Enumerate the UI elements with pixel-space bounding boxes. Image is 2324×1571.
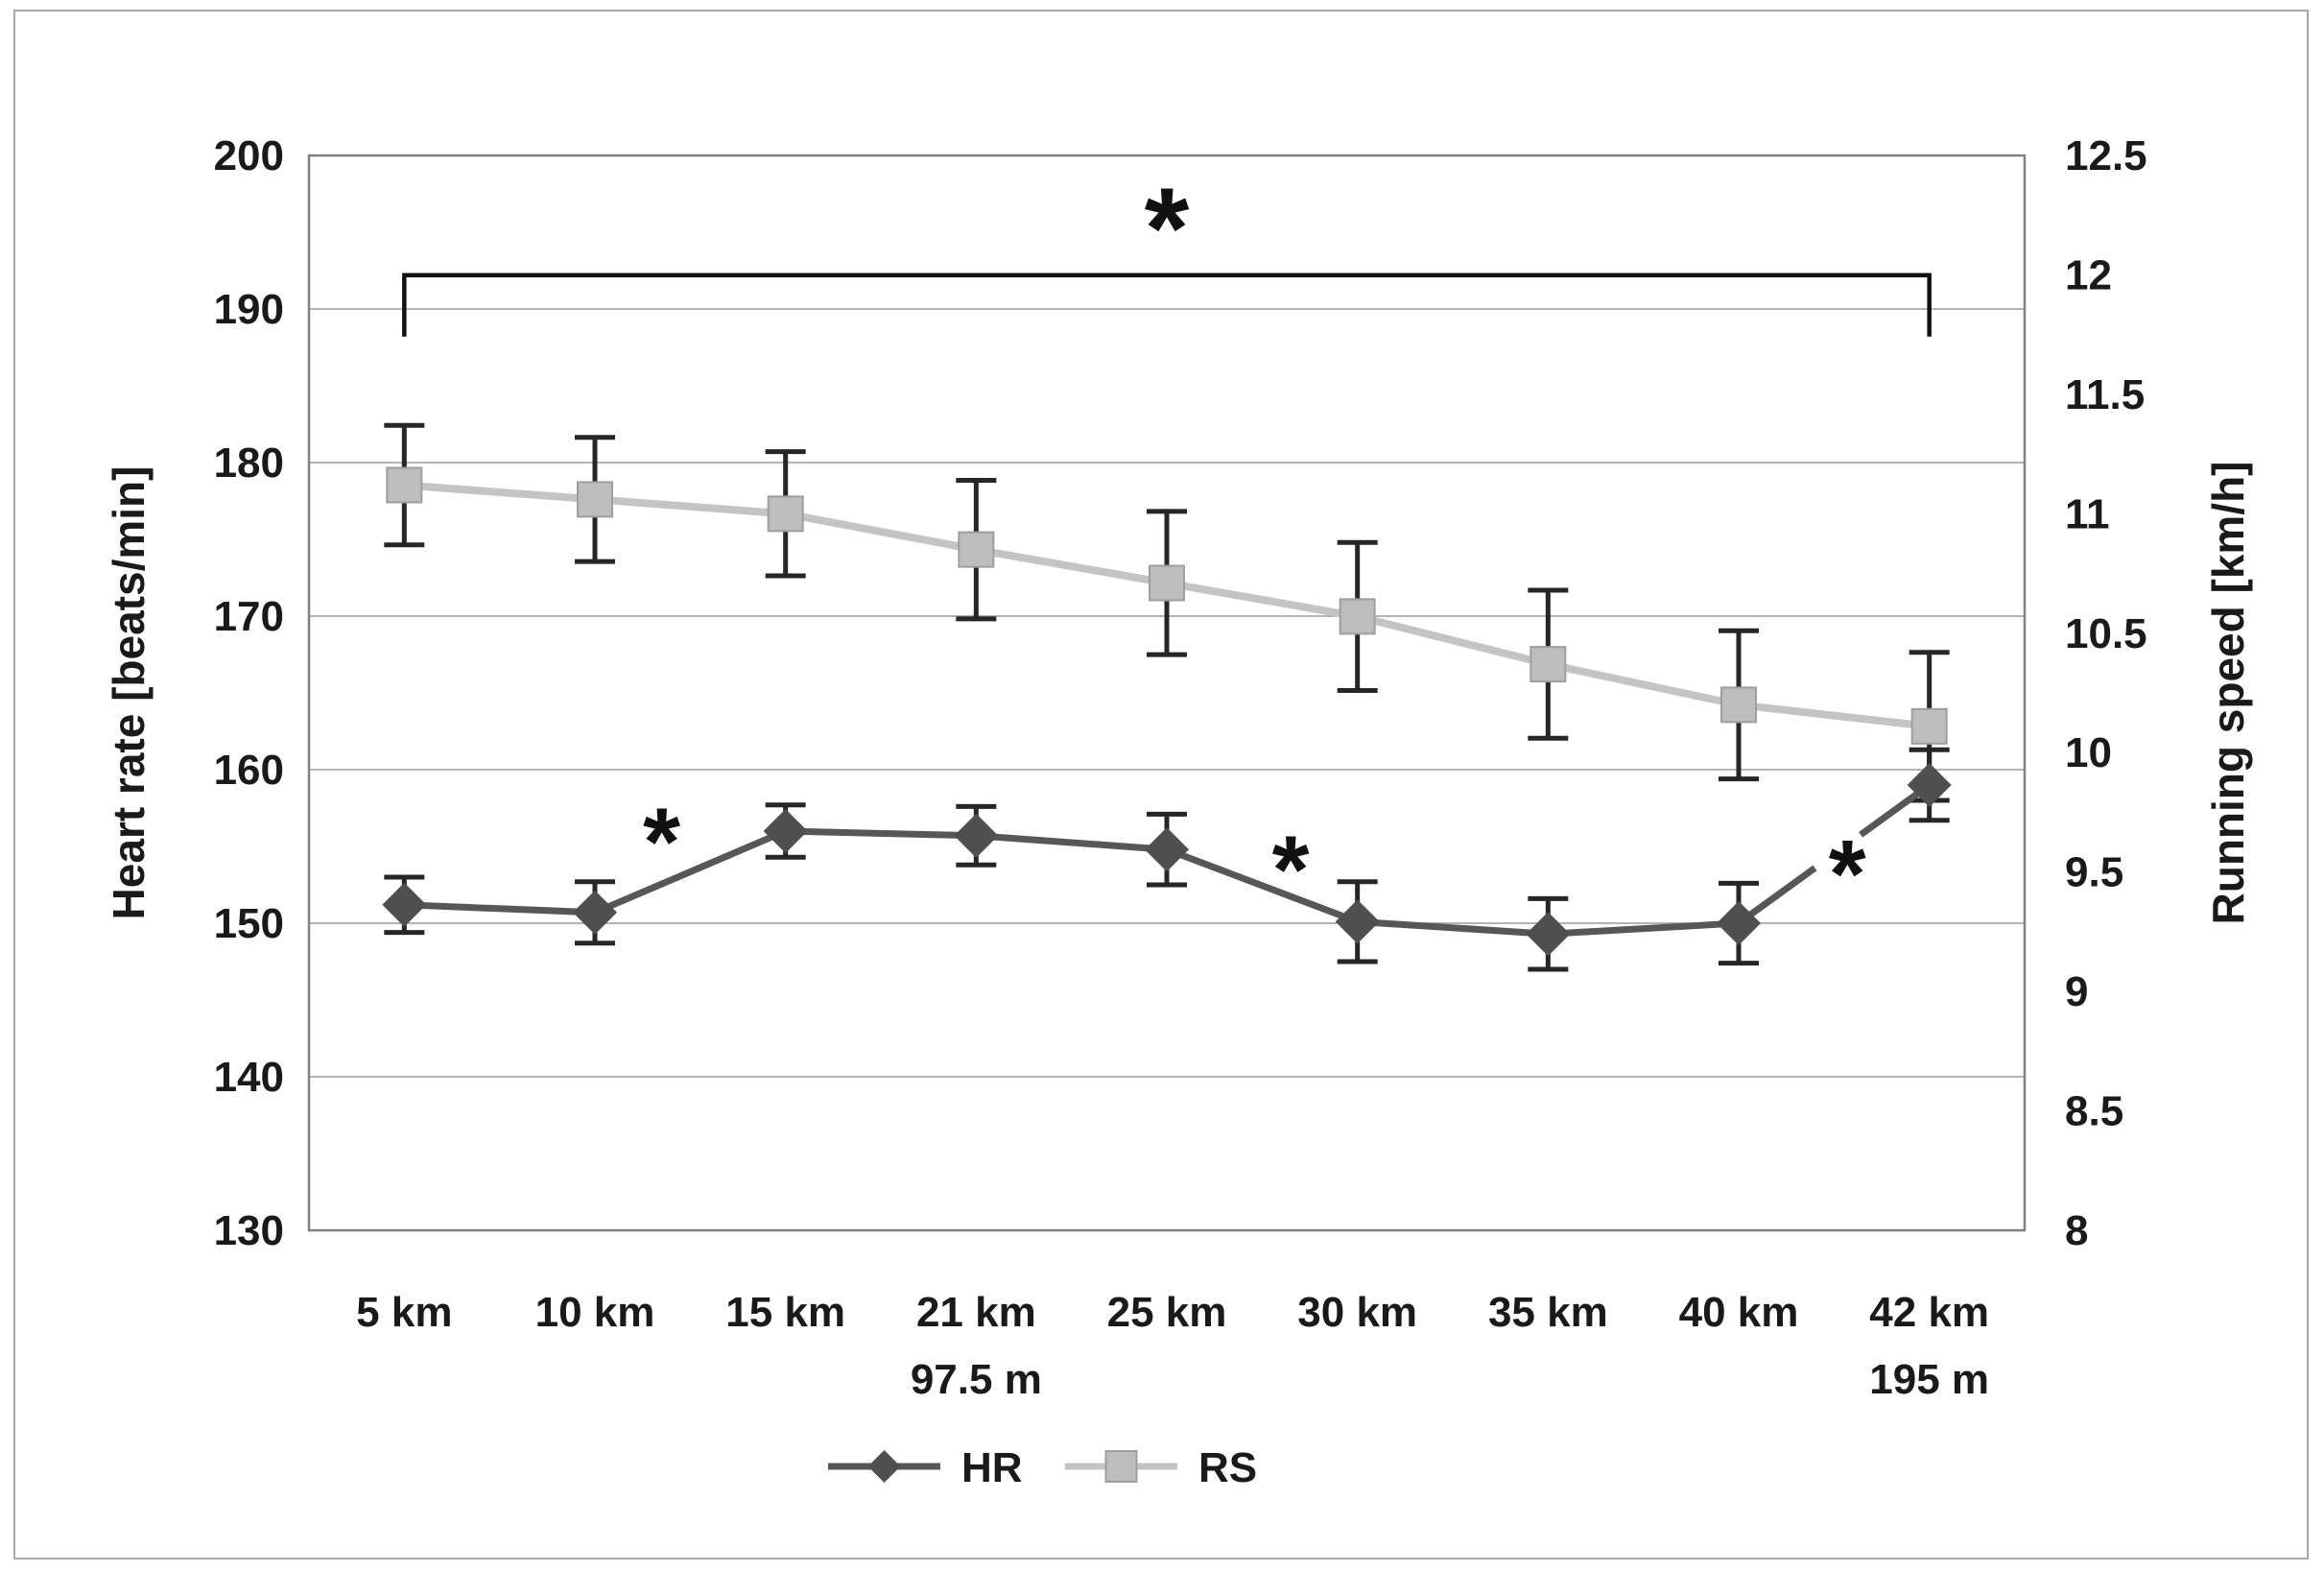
x-axis-tick-label: 21 km — [916, 1289, 1036, 1336]
x-axis-tick-label: 30 km — [1297, 1289, 1417, 1336]
hr-marker — [763, 809, 808, 853]
y-axis-right-tick-label: 9 — [2065, 968, 2088, 1015]
y-axis-left-tick-label: 200 — [214, 132, 284, 179]
y-axis-left-tick-label: 190 — [214, 286, 284, 333]
y-axis-right-tick-label: 8.5 — [2065, 1088, 2123, 1135]
hr-marker — [1526, 912, 1571, 957]
legend-rs-marker — [1104, 1450, 1138, 1483]
legend-hr-label: HR — [961, 1444, 1023, 1491]
hr-line — [404, 827, 1740, 938]
significance-asterisk-overall: * — [1145, 164, 1190, 293]
significance-asterisk: * — [1272, 816, 1310, 923]
x-axis-tick-label: 42 km — [1869, 1289, 1989, 1336]
significance-asterisk: * — [643, 789, 680, 896]
y-axis-right-tick-label: 12.5 — [2065, 132, 2147, 179]
y-axis-right-tick-label: 10.5 — [2065, 610, 2147, 657]
y-axis-left-tick-label: 160 — [214, 747, 284, 794]
hr-marker — [954, 813, 999, 858]
rs-marker — [1910, 707, 1948, 745]
rs-marker — [577, 481, 613, 518]
hr-marker — [573, 890, 617, 935]
hr-marker — [1335, 899, 1380, 944]
rs-marker — [958, 531, 995, 568]
y-axis-left-tick-label: 180 — [214, 440, 284, 487]
x-axis-tick-label: 10 km — [535, 1289, 655, 1336]
hr-marker — [1907, 763, 1952, 807]
y-axis-right-tick-label: 9.5 — [2065, 849, 2123, 896]
y-axis-right-title: Running speed [km/h] — [2203, 462, 2253, 925]
rs-marker — [1149, 564, 1185, 602]
y-axis-right-tick-label: 12 — [2065, 251, 2112, 298]
rs-marker — [386, 466, 423, 504]
legend-rs-label: RS — [1198, 1444, 1257, 1491]
hr-marker — [1717, 901, 1761, 945]
y-axis-right-tick-label: 11.5 — [2065, 371, 2145, 418]
rs-marker — [767, 495, 804, 533]
x-axis-tick-label-line2: 195 m — [1869, 1356, 1989, 1403]
y-axis-right-tick-label: 11 — [2065, 490, 2110, 537]
y-axis-left-tick-label: 140 — [214, 1054, 284, 1101]
hr-marker — [1145, 827, 1189, 872]
x-axis-tick-label-line2: 97.5 m — [911, 1356, 1042, 1403]
x-axis-tick-label: 35 km — [1488, 1289, 1608, 1336]
rs-marker — [1720, 686, 1757, 724]
significance-asterisk: * — [1829, 821, 1866, 928]
y-axis-left-tick-label: 170 — [214, 593, 284, 640]
hr-marker — [382, 882, 427, 927]
x-axis-tick-label: 25 km — [1107, 1289, 1227, 1336]
x-axis-tick-label: 5 km — [356, 1289, 452, 1336]
legend-hr-marker — [867, 1450, 901, 1483]
figure-border — [13, 10, 2309, 1559]
x-axis-tick-label: 15 km — [725, 1289, 845, 1336]
plot-border — [307, 154, 2027, 1232]
x-axis-tick-label: 40 km — [1679, 1289, 1799, 1336]
y-axis-left-tick-label: 150 — [214, 900, 284, 947]
rs-marker — [1530, 646, 1567, 683]
y-axis-right-tick-label: 10 — [2065, 729, 2112, 776]
y-axis-left-title: Heart rate [beats/min] — [104, 466, 154, 920]
rs-marker — [1339, 598, 1376, 635]
y-axis-right-tick-label: 8 — [2065, 1207, 2088, 1254]
significance-bracket — [402, 273, 1932, 337]
y-axis-left-tick-label: 130 — [214, 1207, 284, 1254]
